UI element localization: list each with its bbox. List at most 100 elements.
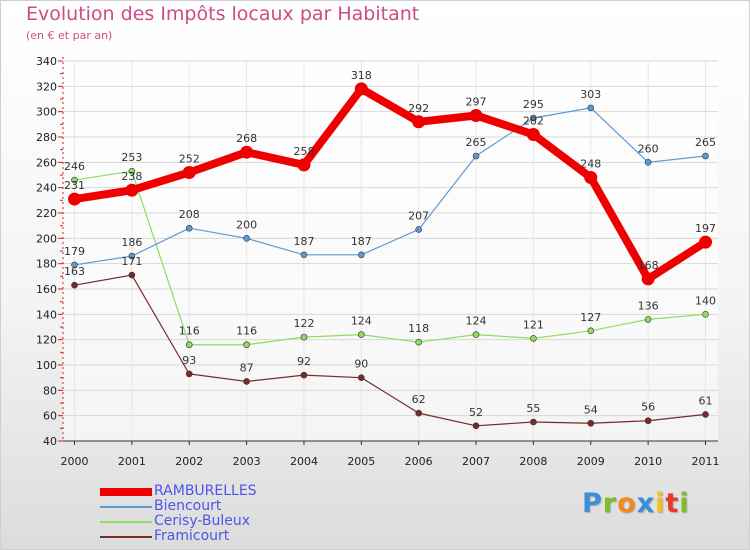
x-tick-label: 2003 [233,455,261,468]
series-line-framicourt [73,274,707,427]
data-label: 168 [638,259,659,272]
data-point [128,271,136,279]
data-label: 87 [240,361,254,374]
data-label: 258 [293,145,314,158]
data-point [243,378,250,385]
data-point [354,82,368,96]
data-point [182,165,196,179]
x-tick-label: 2006 [405,455,433,468]
data-point [587,419,595,427]
data-point [300,251,308,259]
data-label: 92 [297,355,311,368]
data-label: 179 [64,245,85,258]
data-point [415,338,422,346]
legend-swatch [100,521,152,523]
data-point [644,417,652,425]
data-point [702,152,709,160]
data-label: 124 [466,315,487,328]
y-tick-label: 60 [43,410,57,423]
data-label: 246 [64,160,85,173]
y-tick-label: 300 [36,106,57,119]
data-point [702,311,709,318]
y-tick-label: 100 [36,359,57,372]
x-tick-label: 2007 [462,455,490,468]
data-point [185,370,193,378]
data-point [71,261,78,269]
legend-label: Biencourt [154,498,222,514]
data-label: 116 [179,325,200,338]
data-point [415,226,422,233]
legend-label: Cerisy-Buleux [154,513,251,529]
data-label: 127 [580,311,601,324]
data-label: 122 [293,317,314,330]
data-label: 140 [695,294,716,307]
legend-swatch [100,536,152,538]
y-tick-label: 180 [36,258,57,271]
data-label: 268 [236,132,257,145]
data-point [358,374,365,381]
series-line-cerisy-buleux [73,170,707,346]
y-tick-label: 40 [43,435,57,448]
x-tick-label: 2000 [61,455,89,468]
data-label: 295 [523,98,544,111]
data-label: 62 [412,393,426,406]
data-label: 118 [408,322,429,335]
data-label: 303 [580,88,601,101]
data-label: 93 [182,354,196,367]
y-tick-label: 200 [36,232,57,245]
data-point [128,252,136,260]
data-label: 90 [354,358,368,371]
data-point [358,331,365,338]
y-tick-label: 160 [36,283,57,296]
data-label: 197 [695,222,716,235]
data-label: 136 [638,299,659,312]
legend-swatch [100,488,152,496]
x-tick-label: 2009 [577,455,605,468]
data-point [584,171,598,185]
proxiti-logo: Proxiti [582,488,690,519]
data-label: 187 [293,235,314,248]
data-point [530,418,537,426]
data-point [71,281,78,289]
x-tick-label: 2001 [118,455,146,468]
data-label: 56 [641,401,655,414]
legend-item: Framicourt [100,528,340,544]
data-point [469,108,483,122]
data-label: 55 [526,402,540,415]
y-tick-label: 220 [36,207,57,220]
data-point [300,371,308,379]
data-label: 231 [64,179,85,192]
data-label: 187 [351,235,372,248]
data-point [240,145,254,159]
data-label: 248 [580,158,601,171]
x-tick-label: 2008 [519,455,547,468]
data-point [530,335,537,342]
data-label: 238 [121,170,142,183]
legend-item: Biencourt [100,498,340,514]
data-label: 318 [351,69,372,82]
data-point [125,183,139,197]
data-point [587,327,595,335]
data-point [68,192,81,206]
data-point [185,224,193,232]
y-tick-label: 80 [43,384,57,397]
x-tick-label: 2005 [347,455,375,468]
legend: RAMBURELLES Biencourt Cerisy-Buleux Framico… [100,483,340,544]
data-point [358,251,365,259]
data-label: 252 [179,152,200,165]
y-tick-label: 340 [36,55,57,68]
data-point [644,316,652,323]
series-line-ramburelles [70,84,710,283]
data-label: 292 [408,102,429,115]
chart-title: Evolution des Impôts locaux par Habitant [26,3,420,25]
legend-label: RAMBURELLES [154,483,257,499]
data-point [702,411,709,418]
data-label: 121 [523,318,544,331]
data-label: 171 [121,255,142,268]
data-label: 297 [466,95,487,108]
data-point [587,104,595,112]
data-point [300,333,308,341]
legend-item: RAMBURELLES [100,483,340,499]
data-point [472,331,480,338]
